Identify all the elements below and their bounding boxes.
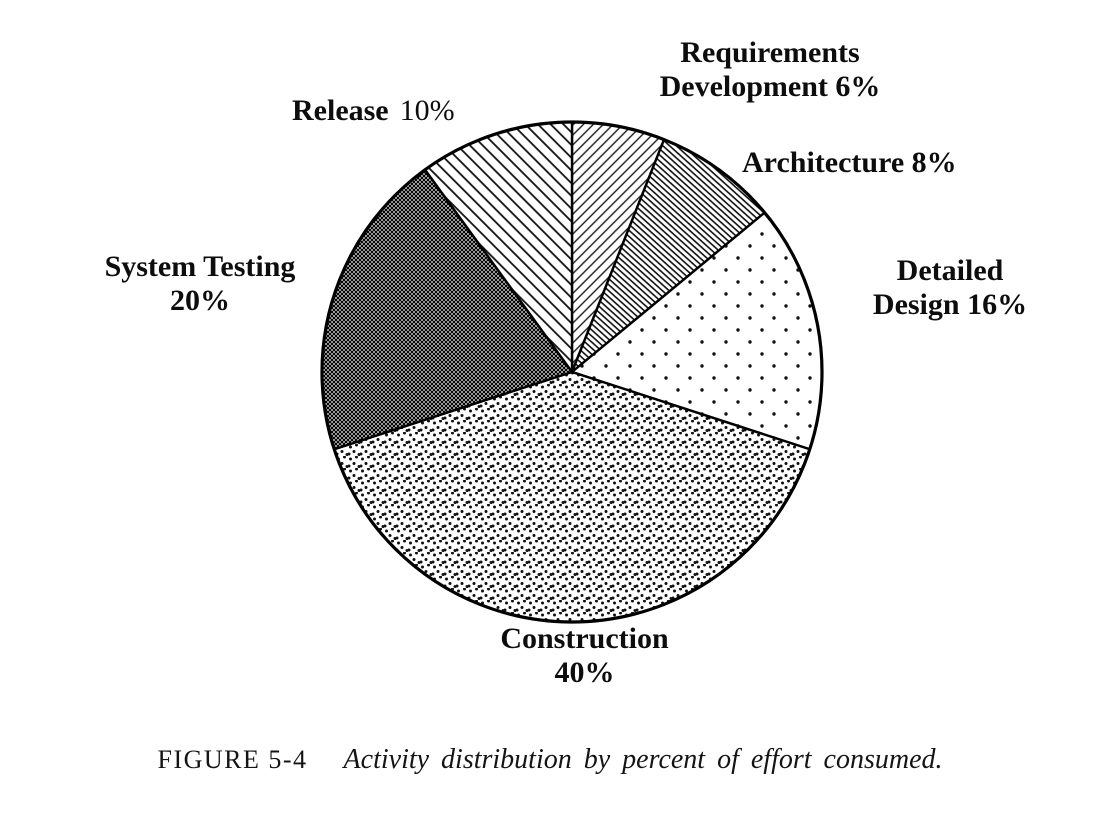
label-system-line2: 20% xyxy=(170,283,230,317)
label-construction: Construction 40% xyxy=(462,622,707,690)
label-system-testing: System Testing 20% xyxy=(60,250,340,318)
label-release: Release 10% xyxy=(292,94,455,128)
label-construction-line1: Construction xyxy=(500,622,669,655)
label-architecture: Architecture 8% xyxy=(742,146,957,179)
label-requirements-line2: Development 6% xyxy=(659,69,881,103)
pie-slices xyxy=(320,120,824,624)
label-detailed-design: Detailed Design 16% xyxy=(845,254,1055,322)
figure-number: FIGURE 5-4 xyxy=(157,745,308,774)
label-construction-line2: 40% xyxy=(554,655,615,689)
label-release-name: Release xyxy=(292,94,389,127)
label-requirements-line1: Requirements xyxy=(680,36,860,69)
figure-caption: FIGURE 5-4 Activity distribution by perce… xyxy=(0,744,1100,776)
label-system-line1: System Testing xyxy=(104,250,296,283)
pie-outline xyxy=(320,120,824,624)
figure-caption-text: Activity distribution by percent of effo… xyxy=(343,744,943,775)
label-release-value: 10% xyxy=(399,94,455,127)
label-requirements-development: Requirements Development 6% xyxy=(615,36,925,104)
label-detailed-line1: Detailed xyxy=(896,254,1004,287)
label-detailed-line2: Design 16% xyxy=(872,287,1028,321)
